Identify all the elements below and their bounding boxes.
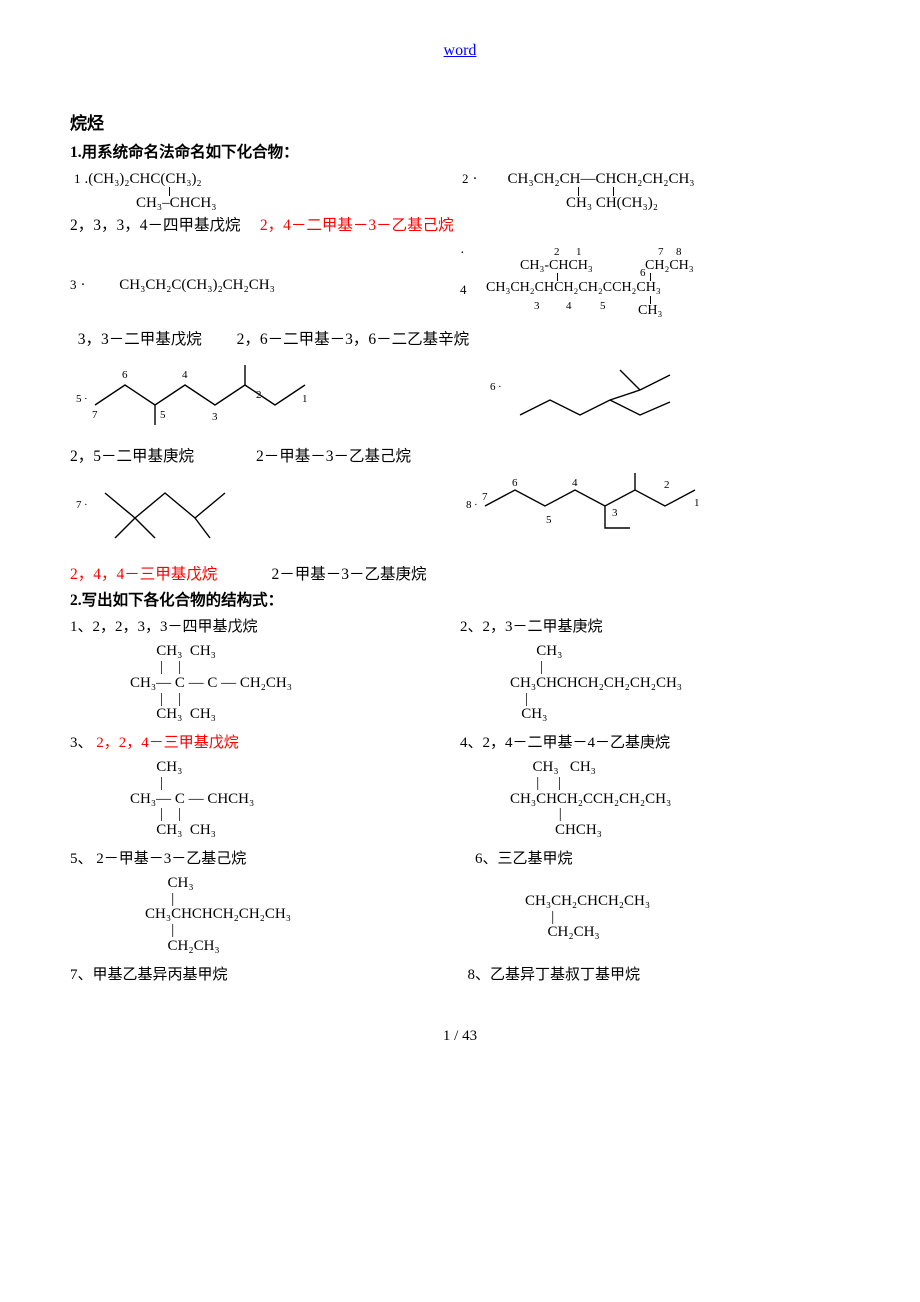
svg-text:4: 4 <box>572 477 578 489</box>
q4-pos-4: 4 <box>566 301 572 312</box>
p7-label: 7、甲基乙基异丙基甲烷 <box>70 965 460 986</box>
svg-text:·: · <box>84 393 88 405</box>
q4-pos-6: 6 <box>640 268 646 279</box>
section2-heading: 2.写出如下各化合物的结构式： <box>70 590 850 612</box>
p6-label: 6、三乙基甲烷 <box>460 849 850 870</box>
q3-num: 3 <box>70 277 77 292</box>
q4-top-left: CH₃-CHCH₃ <box>520 259 593 273</box>
svg-text:3: 3 <box>612 507 618 519</box>
ans7: 2，4，4－三甲基戊烷 <box>70 566 217 583</box>
p2-label: 2、2，3－二甲基庚烷 <box>460 617 850 638</box>
q4-bottom: CH₃ <box>638 304 662 318</box>
title-alkanes: 烷烃 <box>70 112 850 136</box>
p1-struct: CH₃ CH₃ | | CH₃— C — C — CH₂CH₃ | | CH₃ … <box>70 644 470 723</box>
q1-num: 1 <box>74 171 81 186</box>
ans3: 3，3－二甲基戊烷 <box>78 331 202 348</box>
svg-text:7: 7 <box>76 499 82 511</box>
q6-structure: 6· <box>460 360 720 435</box>
q1: 1 .(CH₃)₂CHC(CH₃)₂ CH₃–CHCH₃ <box>70 172 462 211</box>
q4-pos-5: 5 <box>600 301 606 312</box>
q4-pos-1: 1 <box>576 247 582 258</box>
q1-q2-row: 1 .(CH₃)₂CHC(CH₃)₂ CH₃–CHCH₃ 2· CH₃CH₂CH—… <box>70 172 850 211</box>
q8: 8· 7 6 5 4 3 2 1 <box>460 478 850 560</box>
svg-text:5: 5 <box>76 393 82 405</box>
q4-pos-7: 7 <box>658 247 664 258</box>
q4-main: CH₃CH₂CHCH₂CH₂CCH₂CH₃ <box>486 281 661 295</box>
p3-p4-struct: CH₃ | CH₃— C — CHCH₃ | | CH₃ CH₃ CH₃ CH₃… <box>70 760 850 839</box>
ans-row2: 3，3－二甲基戊烷 2，6－二甲基－3，6－二乙基辛烷 <box>70 329 850 351</box>
p3-label: 3、 2，2，4－三甲基戊烷 <box>70 733 460 754</box>
q4-pos-3: 3 <box>534 301 540 312</box>
p4-label: 4、2，4－二甲基－4－乙基庚烷 <box>460 733 850 754</box>
svg-text:3: 3 <box>212 411 218 423</box>
svg-text:4: 4 <box>182 369 188 381</box>
p7-p8-names: 7、甲基乙基异丙基甲烷 8、乙基异丁基叔丁基甲烷 <box>70 965 850 986</box>
svg-text:2: 2 <box>256 389 262 401</box>
svg-text:2: 2 <box>664 479 670 491</box>
q3-text: CH₃CH₂C(CH₃)₂CH₂CH₃ <box>119 277 275 293</box>
page-footer: 1 / 43 <box>70 1026 850 1047</box>
ans5: 2，5－二甲基庚烷 <box>70 448 194 465</box>
q1-line2: CH₃–CHCH₃ <box>136 196 462 211</box>
q4-top-right: CH₂CH₃ <box>645 259 694 273</box>
q5-q6-row: 5· 7 6 5 4 3 2 1 6· <box>70 360 850 442</box>
header-link[interactable]: word <box>444 42 477 59</box>
q5-structure: 5· 7 6 5 4 3 2 1 <box>70 360 350 435</box>
q7-q8-row: 7· 8· 7 6 5 4 3 2 1 <box>70 478 850 560</box>
q7-structure: 7· <box>70 478 310 548</box>
p6-struct: CH₃CH₂CHCH₂CH₃ | CH₂CH₃ <box>470 876 850 941</box>
q5: 5· 7 6 5 4 3 2 1 <box>70 360 460 442</box>
page-header: word <box>70 40 850 62</box>
p1-label: 1、2，2，3，3－四甲基戊烷 <box>70 617 460 638</box>
p3-p4-names: 3、 2，2，4－三甲基戊烷 4、2，4－二甲基－4－乙基庚烷 <box>70 733 850 754</box>
svg-text:·: · <box>498 381 502 393</box>
p4-struct: CH₃ CH₃ | | CH₃CHCH₂CCH₂CH₂CH₃ | CHCH₃ <box>470 760 850 839</box>
svg-text:7: 7 <box>482 491 488 503</box>
q4-pos-8: 8 <box>676 247 682 258</box>
q7: 7· <box>70 478 460 555</box>
q6: 6· <box>460 360 850 442</box>
q4: 4· 2 1 7 8 CH₃-CHCH₃ CH₂CH₃ 6 CH₃CH₂CHCH… <box>460 247 850 325</box>
svg-text:1: 1 <box>694 497 700 509</box>
svg-text:5: 5 <box>546 514 552 526</box>
ans4: 2，6－二甲基－3，6－二乙基辛烷 <box>237 331 470 348</box>
q2-num: 2 <box>462 171 469 186</box>
svg-text:6: 6 <box>490 381 496 393</box>
q3: 3· CH₃CH₂C(CH₃)₂CH₂CH₃ <box>70 278 460 293</box>
q2-line1: CH₃CH₂CH—CHCH₂CH₂CH₃ <box>508 171 695 187</box>
svg-text:1: 1 <box>302 393 308 405</box>
q4-pos-2: 2 <box>554 247 560 258</box>
q3-q4-row: 3· CH₃CH₂C(CH₃)₂CH₂CH₃ 4· 2 1 7 8 CH₃-CH… <box>70 247 850 325</box>
p5-p6-struct: CH₃ | CH₃CHCHCH₂CH₂CH₃ | CH₂CH₃ CH₃CH₂CH… <box>70 876 850 955</box>
q1-line1: .(CH₃)₂CHC(CH₃)₂ <box>85 171 202 187</box>
ans-row4: 2，4，4－三甲基戊烷 2－甲基－3－乙基庚烷 <box>70 564 850 586</box>
ans-row3: 2，5－二甲基庚烷 2－甲基－3－乙基己烷 <box>70 446 850 468</box>
ans1: 2，3，3，4－四甲基戊烷 <box>70 217 241 234</box>
svg-text:5: 5 <box>160 409 166 421</box>
q2-line2: CH₃ CH(CH₃)₂ <box>566 196 850 211</box>
p5-struct: CH₃ | CH₃CHCHCH₂CH₂CH₃ | CH₂CH₃ <box>70 876 470 955</box>
p5-p6-names: 5、 2－甲基－3－乙基己烷 6、三乙基甲烷 <box>70 849 850 870</box>
svg-text:6: 6 <box>122 369 128 381</box>
p8-label: 8、乙基异丁基叔丁基甲烷 <box>460 965 850 986</box>
p3-struct: CH₃ | CH₃— C — CHCH₃ | | CH₃ CH₃ <box>70 760 470 839</box>
svg-text:6: 6 <box>512 477 518 489</box>
section1-heading: 1.用系统命名法命名如下化合物： <box>70 142 850 164</box>
q4-num: 4 <box>460 283 467 296</box>
p2-struct: CH₃ | CH₃CHCHCH₂CH₂CH₂CH₃ | CH₃ <box>470 644 850 723</box>
svg-text:·: · <box>474 499 478 511</box>
p1-p2-struct: CH₃ CH₃ | | CH₃— C — C — CH₂CH₃ | | CH₃ … <box>70 644 850 723</box>
p1-p2-names: 1、2，2，3，3－四甲基戊烷 2、2，3－二甲基庚烷 <box>70 617 850 638</box>
p5-label: 5、 2－甲基－3－乙基己烷 <box>70 849 460 870</box>
svg-text:7: 7 <box>92 409 98 421</box>
svg-text:·: · <box>84 499 88 511</box>
ans2: 2，4－二甲基－3－乙基己烷 <box>260 217 454 234</box>
ans6: 2－甲基－3－乙基己烷 <box>256 448 411 465</box>
q2: 2· CH₃CH₂CH—CHCH₂CH₂CH₃ CH₃ CH(CH₃)₂ <box>462 172 850 211</box>
ans-row1: 2，3，3，4－四甲基戊烷 2，4－二甲基－3－乙基己烷 <box>70 215 850 237</box>
ans8: 2－甲基－3－乙基庚烷 <box>272 566 427 583</box>
svg-text:8: 8 <box>466 499 472 511</box>
q8-structure: 8· 7 6 5 4 3 2 1 <box>460 478 760 553</box>
